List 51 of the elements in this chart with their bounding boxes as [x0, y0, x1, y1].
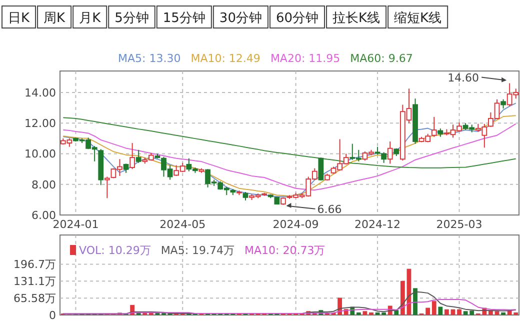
text: MA10: 20.73万 [244, 244, 326, 257]
text: 30分钟 [219, 11, 262, 26]
x-tick-label: 2024-09 [272, 218, 319, 231]
bar [400, 280, 405, 315]
candlestick [123, 163, 129, 174]
line-series [62, 117, 516, 168]
bar [501, 312, 506, 315]
bar [432, 301, 436, 315]
candlestick [136, 149, 142, 164]
text: 周K [44, 11, 66, 26]
x-tick-label: 2024-05 [160, 218, 206, 231]
bar [426, 308, 430, 315]
bar [356, 312, 361, 315]
y-tick-label: 131.1万 [14, 275, 56, 288]
text: 15分钟 [162, 11, 206, 26]
candlestick [318, 157, 324, 182]
x-tick-label: 2025-03 [436, 218, 482, 231]
bar [369, 312, 374, 315]
text: MA10: 12.49 [190, 52, 260, 65]
bar [494, 311, 500, 315]
y-tick-label: 0 [49, 309, 56, 322]
text: MA5: 13.30 [118, 52, 181, 65]
candlestick [130, 142, 136, 170]
annotation: 6.66 [317, 202, 342, 216]
line-series [62, 299, 516, 314]
text: 60分钟 [276, 11, 319, 26]
text: MA60: 9.67 [350, 52, 413, 65]
candlestick [387, 140, 393, 164]
y-tick-label: 12.00 [24, 117, 56, 130]
text: MA20: 11.95 [270, 52, 340, 65]
text: MA5: 19.74万 [160, 244, 235, 257]
y-tick-label: 8.00 [32, 178, 56, 192]
x-tick-label: 2024-12 [354, 218, 401, 231]
bar [362, 311, 368, 315]
y-tick-label: 65.58万 [14, 292, 56, 306]
text: 5分钟 [114, 11, 149, 26]
text: 拉长K线 [332, 11, 380, 26]
bar [382, 312, 386, 315]
annotation: 14.60 [448, 71, 480, 84]
candlestick [500, 98, 506, 110]
bar [438, 306, 443, 315]
y-tick-label: 14.00 [24, 86, 56, 100]
legend-label: VOL: 10.29万 [79, 244, 151, 257]
bar [457, 309, 462, 315]
y-tick-label: 196.7万 [14, 258, 56, 272]
bar [413, 288, 418, 315]
text: 缩短K线 [394, 11, 442, 26]
bar [444, 309, 449, 315]
text: 月K [79, 11, 102, 26]
y-tick-label: 10.00 [24, 148, 56, 161]
text: 日K [8, 11, 30, 26]
